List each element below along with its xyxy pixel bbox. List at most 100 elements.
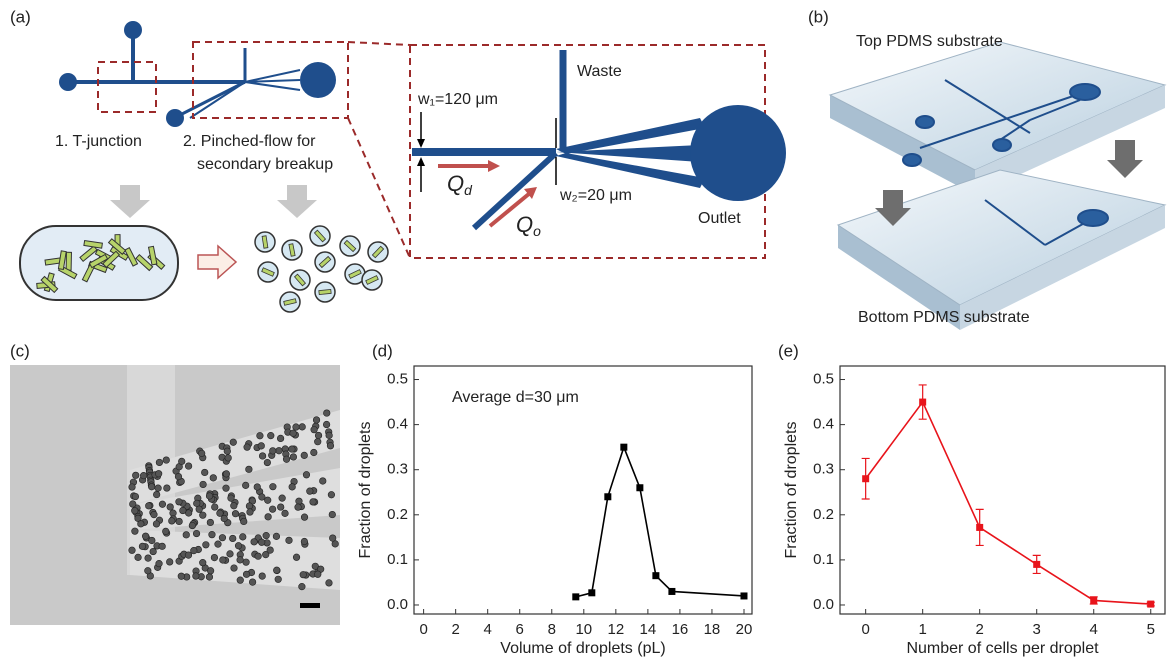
- bead: [228, 495, 235, 502]
- bead: [247, 509, 254, 516]
- bead: [191, 547, 198, 554]
- label: Outlet: [698, 210, 741, 227]
- chip-overview: [59, 21, 336, 127]
- bead: [145, 503, 152, 510]
- marker: [740, 592, 747, 599]
- bead: [175, 473, 182, 480]
- label: 1. T-junction: [55, 133, 142, 150]
- bead: [153, 521, 160, 528]
- label: Bottom PDMS substrate: [858, 309, 1030, 326]
- bead: [243, 559, 250, 566]
- bead: [246, 503, 253, 510]
- cell: [319, 289, 331, 294]
- bead: [227, 551, 234, 558]
- bead: [299, 583, 306, 590]
- bead: [201, 469, 208, 476]
- marker: [620, 444, 627, 451]
- bead: [263, 532, 270, 539]
- annotation: Average d=30 μm: [452, 389, 579, 406]
- bead: [207, 519, 214, 526]
- bead: [258, 539, 265, 546]
- bead: [249, 579, 256, 586]
- bead: [300, 571, 307, 578]
- bead: [286, 537, 293, 544]
- label: Top PDMS substrate: [856, 33, 1003, 50]
- bead: [156, 560, 163, 567]
- bead: [237, 577, 244, 584]
- bead: [176, 498, 183, 505]
- bead: [162, 528, 169, 535]
- bead: [148, 483, 155, 490]
- bead: [301, 538, 308, 545]
- bead: [257, 432, 264, 439]
- bead: [251, 539, 258, 546]
- bead: [199, 512, 206, 519]
- bead: [237, 557, 244, 564]
- bead: [289, 446, 296, 453]
- bead: [243, 571, 250, 578]
- series-line: [866, 402, 1151, 604]
- bead: [178, 573, 185, 580]
- bead: [229, 535, 236, 542]
- bead: [156, 459, 163, 466]
- bead: [231, 565, 238, 572]
- bead: [189, 522, 196, 529]
- marker: [919, 399, 926, 406]
- bead: [323, 410, 330, 417]
- bead: [178, 458, 185, 465]
- bead: [129, 547, 136, 554]
- bead: [223, 485, 230, 492]
- cell: [66, 252, 71, 270]
- bead: [217, 510, 224, 517]
- micrograph: [10, 365, 340, 625]
- x-tick-label: 6: [516, 621, 524, 638]
- y-tick-label: 0.5: [813, 370, 834, 387]
- x-axis-title: Volume of droplets (pL): [500, 640, 665, 657]
- y-tick-label: 0.4: [387, 416, 408, 433]
- panel-label: (a): [10, 7, 31, 26]
- marker: [588, 589, 595, 596]
- panel-label: (c): [10, 341, 30, 360]
- y-tick-label: 0.1: [387, 551, 408, 568]
- bead: [232, 510, 239, 517]
- bead: [135, 554, 142, 561]
- x-tick-label: 12: [607, 621, 624, 638]
- bead: [273, 567, 280, 574]
- bead: [311, 449, 318, 456]
- bead: [301, 452, 308, 459]
- bead: [259, 453, 266, 460]
- bead: [299, 424, 306, 431]
- bead: [129, 484, 136, 491]
- bead: [293, 554, 300, 561]
- panel-label: (d): [372, 341, 393, 360]
- x-tick-label: 10: [575, 621, 592, 638]
- bead: [132, 493, 139, 500]
- x-axis-title: Number of cells per droplet: [906, 640, 1099, 657]
- bead: [140, 472, 147, 479]
- y-tick-label: 0.3: [813, 461, 834, 478]
- y-tick-label: 0.2: [813, 506, 834, 523]
- figure: (a) (b) (c) (d) (e): [0, 0, 1169, 657]
- flow-label: Qo: [516, 212, 541, 239]
- x-tick-label: 1: [919, 621, 927, 638]
- bead: [196, 506, 203, 513]
- bead: [198, 450, 205, 457]
- bead: [138, 521, 145, 528]
- bead: [225, 455, 232, 462]
- bead: [301, 514, 308, 521]
- bead: [166, 559, 173, 566]
- label: Waste: [577, 63, 622, 80]
- bead: [258, 443, 265, 450]
- droplets: [255, 226, 388, 312]
- marker: [1147, 601, 1154, 608]
- bead: [145, 567, 152, 574]
- bead: [296, 498, 303, 505]
- bead: [223, 471, 230, 478]
- bead: [311, 426, 318, 433]
- bead: [185, 463, 192, 470]
- bead: [129, 501, 136, 508]
- bead: [307, 488, 314, 495]
- bead: [267, 547, 274, 554]
- y-tick-label: 0.3: [387, 461, 408, 478]
- bead: [327, 442, 334, 449]
